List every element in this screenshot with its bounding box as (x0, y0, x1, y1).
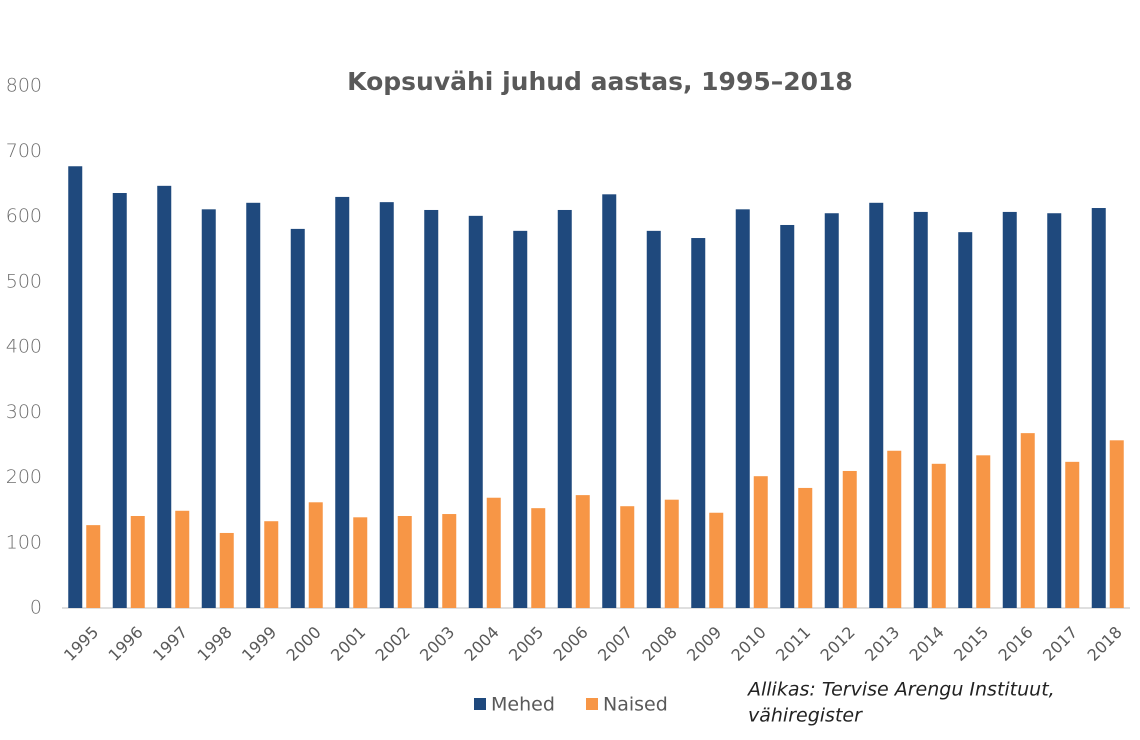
bar (931, 463, 946, 608)
bar (824, 213, 839, 609)
x-tick-label: 1996 (105, 623, 147, 665)
bar (397, 515, 412, 608)
bar (68, 166, 83, 608)
bar (130, 515, 145, 608)
legend-label: Mehed (491, 694, 555, 716)
x-tick-label: 2003 (416, 623, 458, 665)
x-tick-label: 2014 (906, 623, 948, 665)
bar (620, 506, 635, 608)
bar (112, 193, 127, 608)
bar (1091, 208, 1106, 608)
bar (486, 497, 501, 608)
x-tick-label: 2016 (995, 623, 1037, 665)
x-tick-label: 2017 (1039, 623, 1081, 665)
x-tick-label: 2018 (1084, 623, 1126, 665)
bar (201, 209, 216, 608)
bar (976, 455, 991, 608)
x-tick-label: 2009 (683, 623, 725, 665)
y-tick-label: 100 (6, 531, 42, 553)
bar (646, 230, 661, 609)
y-tick-label: 800 (6, 75, 42, 97)
bar (246, 202, 261, 609)
bar (913, 211, 928, 608)
bar (1109, 440, 1124, 608)
x-tick-label: 2008 (639, 623, 681, 665)
source-note: vähiregister (748, 705, 863, 727)
y-tick-label: 300 (6, 401, 42, 423)
bar (1047, 213, 1062, 609)
bar (958, 232, 973, 608)
x-tick-label: 2013 (861, 623, 903, 665)
x-tick-label: 1995 (60, 623, 102, 665)
legend-label: Naised (603, 694, 668, 716)
source-note: Allikas: Tervise Arengu Instituut, (746, 679, 1055, 701)
x-tick-label: 2000 (283, 623, 325, 665)
bar (869, 202, 884, 609)
bar (842, 470, 857, 608)
x-tick-label: 2015 (950, 623, 992, 665)
bar (1065, 461, 1080, 608)
x-tick-label: 2011 (772, 623, 814, 665)
x-tick-label: 2012 (817, 623, 859, 665)
bar (157, 185, 172, 608)
bar (86, 525, 101, 608)
bar (513, 230, 528, 609)
bar (219, 532, 234, 608)
bar (379, 202, 394, 608)
bar (175, 510, 190, 608)
bar (798, 487, 813, 608)
bar (753, 476, 768, 608)
legend-swatch (474, 698, 486, 710)
bar (353, 517, 368, 608)
x-tick-label: 2005 (505, 623, 547, 665)
bar (1020, 433, 1035, 608)
y-tick-label: 600 (6, 205, 42, 227)
y-tick-label: 0 (30, 597, 42, 619)
x-tick-label: 1999 (238, 623, 280, 665)
bar (780, 224, 795, 609)
x-tick-label: 1997 (149, 623, 191, 665)
bar (887, 450, 902, 608)
x-tick-label: 2010 (728, 623, 770, 665)
bar (308, 502, 323, 608)
x-tick-label: 2004 (461, 623, 503, 665)
chart-title: Kopsuvähi juhud aastas, 1995–2018 (347, 67, 853, 96)
y-tick-label: 700 (6, 140, 42, 162)
bar (691, 238, 706, 608)
x-tick-label: 2002 (372, 623, 414, 665)
bar (557, 209, 572, 608)
bar (335, 196, 350, 609)
bar (264, 521, 279, 608)
y-tick-label: 200 (6, 466, 42, 488)
x-tick-label: 2006 (550, 623, 592, 665)
legend-swatch (586, 698, 598, 710)
bar (442, 514, 457, 608)
bar (1002, 211, 1017, 608)
bar (424, 209, 439, 608)
bar (468, 215, 483, 608)
bar (735, 209, 750, 608)
bar (290, 228, 305, 608)
bar (575, 495, 590, 608)
bar (602, 194, 617, 608)
bar (709, 512, 724, 608)
x-tick-label: 1998 (194, 623, 236, 665)
x-tick-label: 2007 (594, 623, 636, 665)
bar (531, 508, 546, 608)
y-tick-label: 400 (6, 336, 42, 358)
bar (664, 499, 679, 608)
x-tick-label: 2001 (327, 623, 369, 665)
y-tick-label: 500 (6, 270, 42, 292)
